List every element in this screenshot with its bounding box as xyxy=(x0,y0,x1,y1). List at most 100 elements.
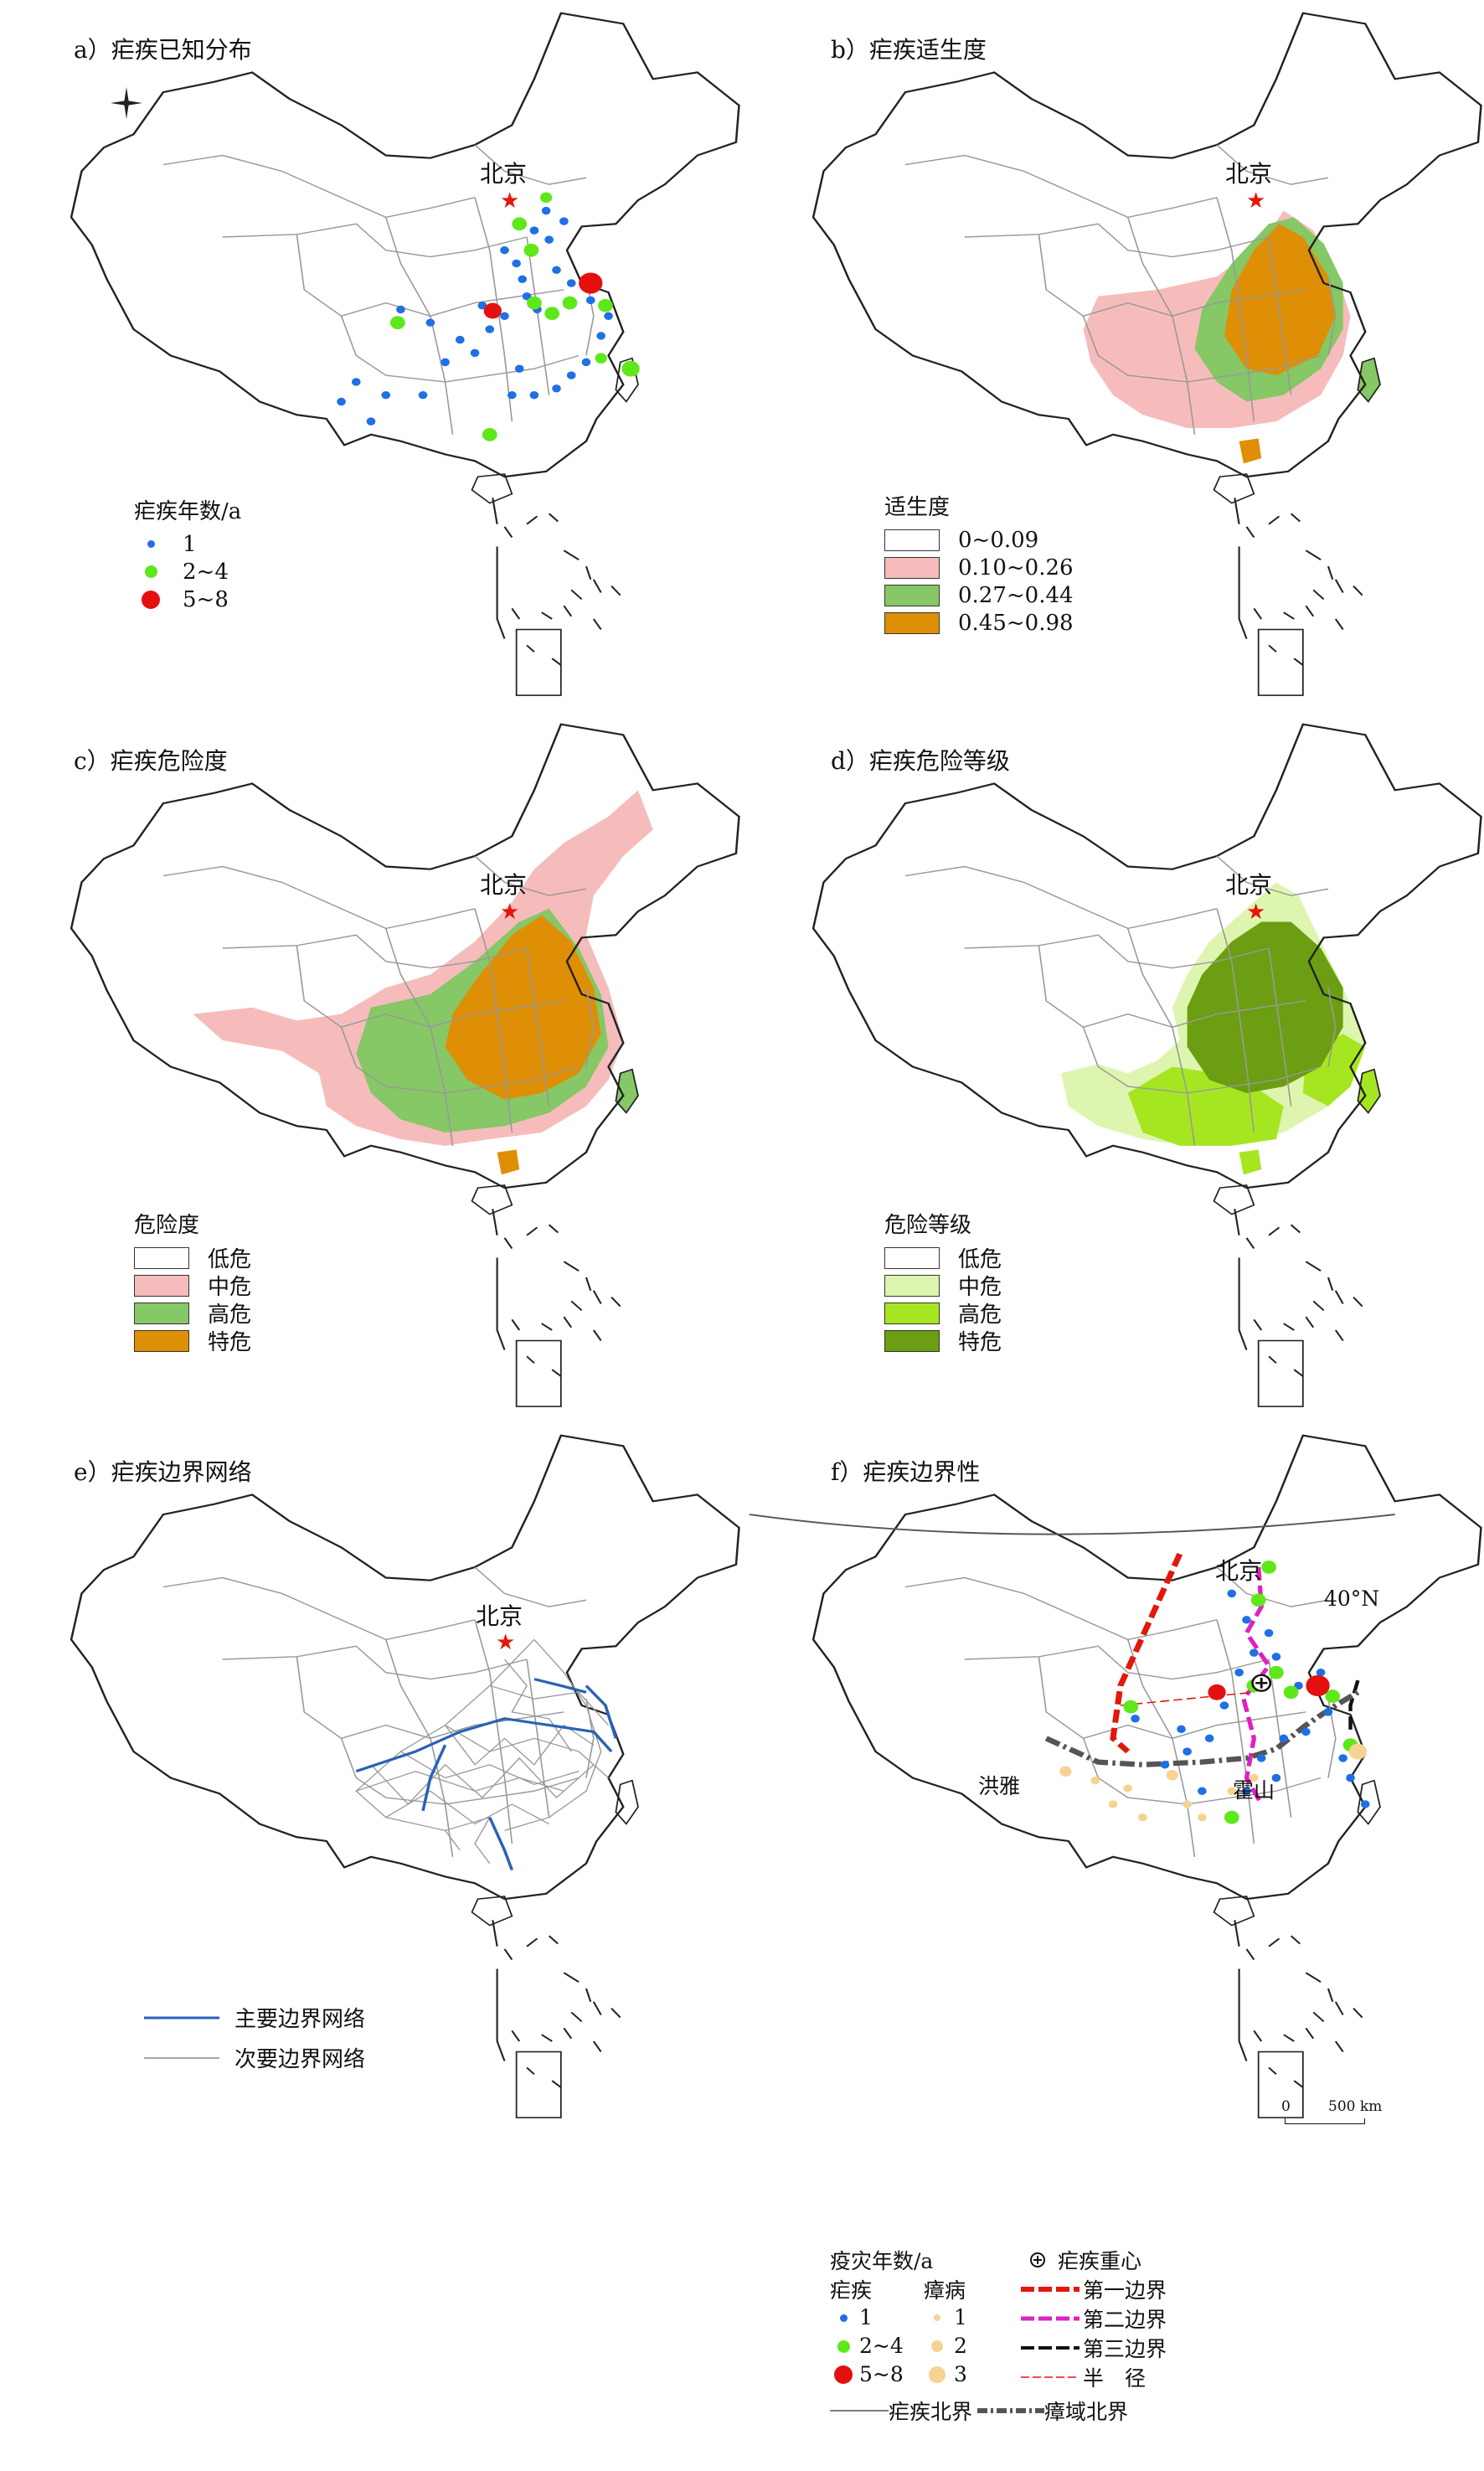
panel-c: c）疟疾危险度 北京 ★ 危险度 低危 中危 高危 特危 xyxy=(0,711,742,1422)
legend-dot-icon xyxy=(840,2314,848,2322)
panel-a-title: a）疟疾已知分布 xyxy=(74,36,252,64)
legend-swatch xyxy=(134,1302,189,1324)
legend-swatch xyxy=(884,584,940,606)
legend-swatch xyxy=(884,1246,940,1269)
second-boundary xyxy=(1241,1566,1272,1805)
panel-a: a）疟疾已知分布 北京 ★ 疟疾年数/a 1 2~4 5~8 xyxy=(0,0,742,711)
legend-label: 0.27~0.44 xyxy=(958,582,1074,608)
panel-e: e）疟疾边界网络 北京 ★ xyxy=(0,1422,742,2133)
legend-label: 0~0.09 xyxy=(958,527,1039,553)
legend-label: 低危 xyxy=(208,1247,252,1272)
panel-a-legend: 疟疾年数/a 1 2~4 5~8 xyxy=(134,494,241,613)
legend-label: 1 xyxy=(954,2305,967,2329)
legend-label: 5~8 xyxy=(183,586,229,612)
legend-label: 次要边界网络 xyxy=(234,2047,366,2072)
scale-label: 500 km xyxy=(1328,2098,1383,2115)
north-line-legend xyxy=(830,2410,889,2412)
panel-b-title: b）疟疾适生度 xyxy=(831,36,987,64)
beijing-label: 北京 xyxy=(480,160,528,188)
beijing-star-icon: ★ xyxy=(1246,188,1266,214)
beijing-label: 北京 xyxy=(1215,1557,1263,1585)
legend-dot-icon xyxy=(142,590,160,609)
panel-e-legend-secondary-row: 次要边界网络 xyxy=(144,2042,365,2073)
panel-f-legend: 疫灾年数/a 疟疾 瘴病 1 2~4 5~8 1 2 3 疟疾重心 第一边界 第… xyxy=(830,2245,1332,2471)
panel-d: d）疟疾危险等级 北京 ★ 危险等级 低危 中危 高危 特危 xyxy=(742,711,1484,1422)
legend-label: 2~4 xyxy=(859,2334,904,2358)
primary-network xyxy=(355,1678,618,1871)
legend-col2-title: 瘴病 xyxy=(924,2278,966,2303)
legend-label: 3 xyxy=(954,2362,967,2386)
legend-label: 特危 xyxy=(208,1330,252,1355)
zhang-line-legend xyxy=(977,2408,1045,2413)
secondary-network-legend-line xyxy=(144,2056,219,2059)
legend-title: 危险等级 xyxy=(884,1213,972,1238)
legend-swatch xyxy=(134,1274,189,1297)
legend-swatch xyxy=(884,1329,940,1352)
legend-dot-icon xyxy=(934,2314,940,2321)
panel-b-legend: 适生度 0~0.09 0.10~0.26 0.27~0.44 0.45~0.98 xyxy=(884,490,1074,637)
legend-label: 0.45~0.98 xyxy=(958,610,1074,636)
lat-label: 40°N xyxy=(1324,1586,1380,1611)
legend-label: 中危 xyxy=(958,1275,1002,1300)
first-boundary xyxy=(1110,1553,1183,1754)
malaria-north-line xyxy=(749,1514,1395,1535)
panel-f-title: f）疟疾边界性 xyxy=(831,1458,981,1486)
legend-dot-icon xyxy=(929,2366,946,2383)
beijing-star-icon: ★ xyxy=(500,188,520,214)
china-map xyxy=(70,12,740,697)
panel-e-title: e）疟疾边界网络 xyxy=(74,1458,252,1486)
legend-label: 主要边界网络 xyxy=(234,2007,366,2032)
legend-swatch xyxy=(134,1329,189,1352)
radius-line xyxy=(1120,1691,1255,1706)
legend-label: 2~4 xyxy=(183,559,229,585)
panel-d-title: d）疟疾危险等级 xyxy=(831,747,1010,775)
third-boundary-legend xyxy=(1021,2345,1080,2350)
beijing-label: 北京 xyxy=(1225,871,1273,899)
legend-swatch xyxy=(884,611,940,634)
china-map xyxy=(812,12,1482,697)
legend-dot-icon xyxy=(147,540,155,548)
legend-swatch xyxy=(884,1302,940,1324)
panel-d-legend: 危险等级 低危 中危 高危 特危 xyxy=(884,1208,1002,1355)
panel-b: b）疟疾适生度 北京 ★ 适生度 0~0.09 0.10~0.26 0.27~0… xyxy=(742,0,1484,711)
malaria-points xyxy=(337,192,640,441)
zhang-north-line xyxy=(1044,1689,1360,1767)
panel-c-title: c）疟疾危险度 xyxy=(74,747,228,775)
china-map xyxy=(812,723,1482,1408)
place-huoshan: 霍山 xyxy=(1233,1778,1275,1803)
legend-dot-icon xyxy=(834,2365,853,2384)
legend-label: 疟疾重心 xyxy=(1058,2248,1142,2273)
legend-label: 0.10~0.26 xyxy=(958,555,1074,580)
legend-title: 疫灾年数/a xyxy=(830,2249,934,2273)
legend-label: 瘴域北界 xyxy=(1044,2400,1129,2424)
beijing-star-icon: ★ xyxy=(500,900,520,925)
legend-label: 中危 xyxy=(208,1275,252,1300)
legend-label: 1 xyxy=(183,531,197,557)
legend-label: 低危 xyxy=(958,1247,1002,1272)
legend-swatch xyxy=(884,529,940,551)
scale-zero: 0 xyxy=(1281,2098,1291,2115)
legend-label: 2 xyxy=(954,2334,967,2358)
legend-label: 第三边界 xyxy=(1083,2336,1167,2361)
legend-label: 1 xyxy=(859,2305,873,2329)
beijing-star-icon: ★ xyxy=(496,1630,516,1655)
center-icon xyxy=(1251,1674,1272,1692)
first-boundary-legend xyxy=(1021,2286,1080,2292)
legend-dot-icon xyxy=(144,565,157,578)
radius-legend xyxy=(1021,2376,1080,2378)
legend-label: 第一边界 xyxy=(1083,2278,1167,2303)
beijing-label: 北京 xyxy=(476,1602,523,1630)
legend-label: 疟疾北界 xyxy=(889,2400,973,2424)
legend-swatch xyxy=(134,1246,189,1269)
zhang-points xyxy=(1059,1743,1368,1822)
legend-label: 高危 xyxy=(208,1303,252,1328)
legend-swatch xyxy=(884,556,940,579)
beijing-label: 北京 xyxy=(480,871,528,899)
malaria-points xyxy=(1123,1560,1370,1824)
beijing-label: 北京 xyxy=(1225,160,1273,188)
china-map xyxy=(749,1434,1482,2119)
legend-dot-icon xyxy=(837,2339,850,2353)
place-hongya: 洪雅 xyxy=(978,1774,1021,1798)
legend-label: 半 径 xyxy=(1083,2365,1146,2391)
second-boundary-legend xyxy=(1021,2316,1080,2320)
